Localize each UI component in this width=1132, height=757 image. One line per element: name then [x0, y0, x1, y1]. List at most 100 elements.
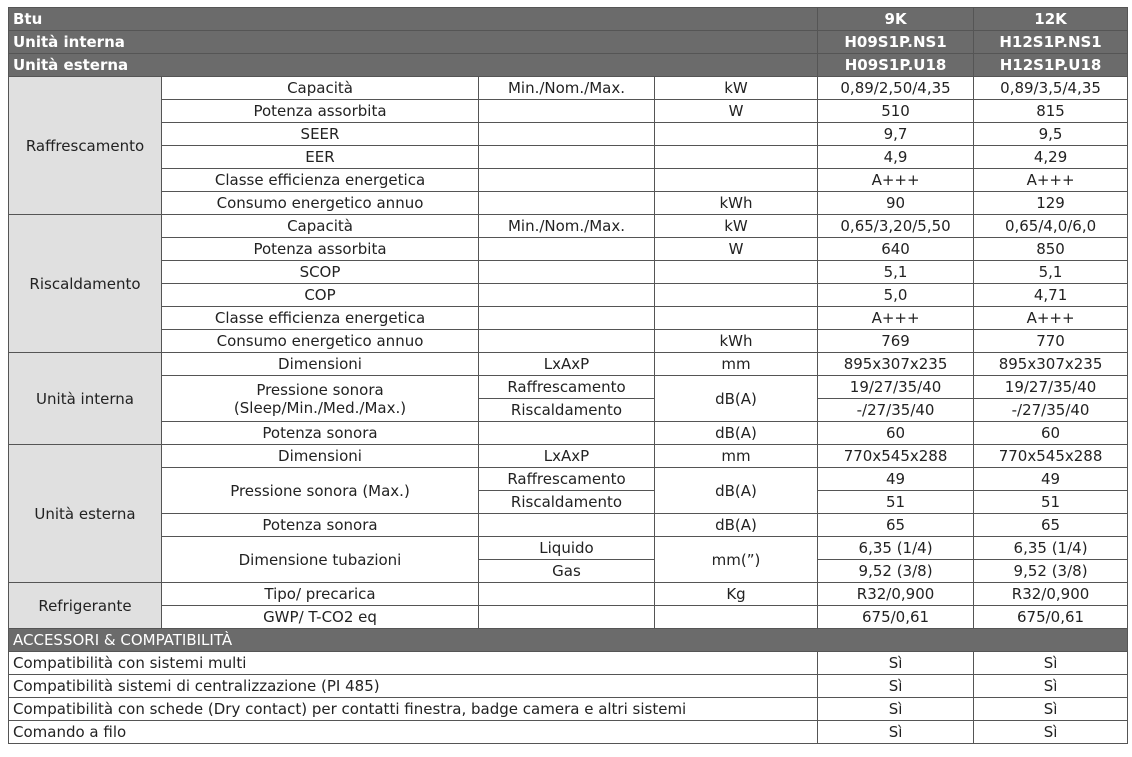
value-9k: A+++: [817, 168, 975, 192]
accessory-label: Comando a filo: [7, 720, 819, 744]
value-9k: -/27/35/40: [817, 398, 975, 422]
empty-cell: [653, 168, 819, 192]
spec-name-line: Pressione sonora (Max.): [230, 481, 410, 500]
spec-sub: Min./Nom./Max.: [478, 76, 655, 100]
group-label: Unità interna: [8, 352, 162, 445]
accessory-label: Compatibilità con schede (Dry contact) p…: [7, 697, 819, 721]
table-row: Classe efficienza energetica A+++ A+++: [9, 168, 1129, 192]
value-12k: 65: [973, 513, 1129, 537]
value-12k: 0,89/3,5/4,35: [973, 76, 1129, 100]
group-label: Raffrescamento: [8, 76, 162, 215]
spec-name: SCOP: [161, 260, 479, 284]
accessory-label: Compatibilità con sistemi multi: [7, 651, 819, 675]
spec-unit: dB(A): [653, 375, 819, 422]
header-value-12k: H12S1P.U18: [973, 53, 1129, 77]
spec-sub: Gas: [478, 559, 655, 583]
spec-name: Capacità: [161, 214, 479, 238]
value-12k: -/27/35/40: [973, 398, 1129, 422]
spec-sub: Raffrescamento: [478, 467, 655, 491]
value-12k: 770: [973, 329, 1129, 353]
spec-name: Dimensioni: [161, 444, 479, 468]
value-9k: Sì: [817, 697, 975, 721]
spec-name: Dimensioni: [161, 352, 479, 376]
spec-unit: mm: [653, 352, 819, 376]
value-12k: R32/0,900: [973, 582, 1129, 606]
spec-name: Pressione sonora (Max.): [161, 467, 479, 514]
value-12k: 4,71: [973, 283, 1129, 307]
spec-unit: Kg: [653, 582, 819, 606]
table-row: Comando a filo Sì Sì: [7, 720, 1129, 744]
table-row: Gas 9,52 (3/8) 9,52 (3/8): [9, 559, 1129, 583]
spec-name: Potenza sonora: [161, 421, 479, 445]
header-value-12k: H12S1P.NS1: [973, 30, 1129, 54]
empty-cell: [478, 283, 655, 307]
spec-sub: LxAxP: [478, 352, 655, 376]
value-12k: 4,29: [973, 145, 1129, 169]
empty-cell: [478, 237, 655, 261]
value-9k: Sì: [817, 720, 975, 744]
spec-name: Tipo/ precarica: [161, 582, 479, 606]
value-9k: 510: [817, 99, 975, 123]
spec-name: Capacità: [161, 76, 479, 100]
empty-cell: [653, 145, 819, 169]
value-12k: A+++: [973, 306, 1129, 330]
value-9k: 0,65/3,20/5,50: [817, 214, 975, 238]
spec-unit: mm: [653, 444, 819, 468]
value-12k: 129: [973, 191, 1129, 215]
value-12k: Sì: [973, 651, 1129, 675]
value-9k: 49: [817, 467, 975, 491]
table-row: Dimensione tubazioni Liquido mm(”) 6,35 (1/…: [9, 536, 1129, 583]
table-row: Potenza sonora dB(A) 65 65: [9, 513, 1129, 537]
empty-cell: [478, 191, 655, 215]
table-row: Consumo energetico annuo kWh 769 770: [9, 329, 1129, 353]
value-9k: 6,35 (1/4): [817, 536, 975, 560]
empty-cell: [478, 260, 655, 284]
group-label: Unità esterna: [8, 444, 162, 583]
table-row: Riscaldamento Capacità Min./Nom./Max. kW 0,6…: [8, 214, 1129, 353]
empty-cell: [478, 306, 655, 330]
table-row: Consumo energetico annuo kWh 90 129: [9, 191, 1129, 215]
table-row: Unità interna Dimensioni LxAxP mm 895x307x23…: [8, 352, 1129, 445]
table-row: Unità esterna H09S1P.U18 H12S1P.U18: [7, 53, 1129, 77]
header-value-12k: 12K: [973, 7, 1129, 31]
spec-name: COP: [161, 283, 479, 307]
empty-cell: [478, 145, 655, 169]
spec-unit: dB(A): [653, 421, 819, 445]
spec-name: GWP/ T-CO2 eq: [161, 605, 479, 629]
spec-sub: Riscaldamento: [478, 398, 655, 422]
value-9k: 895x307x235: [817, 352, 975, 376]
value-12k: 0,65/4,0/6,0: [973, 214, 1129, 238]
header-value-9k: H09S1P.NS1: [817, 30, 975, 54]
table-row: Compatibilità con sistemi multi Sì Sì: [7, 651, 1129, 675]
spec-name: SEER: [161, 122, 479, 146]
spec-name: EER: [161, 145, 479, 169]
empty-cell: [478, 421, 655, 445]
value-9k: 19/27/35/40: [817, 375, 975, 399]
spec-table: Btu 9K 12K Unità interna H09S1P.NS1 H12S1P.NS…: [7, 7, 1129, 744]
table-row: COP 5,0 4,71: [9, 283, 1129, 307]
table-row: Pressione sonora (Sleep/Min./Med./Max.) Ra…: [9, 375, 1129, 422]
empty-cell: [478, 582, 655, 606]
value-12k: 770x545x288: [973, 444, 1129, 468]
value-12k: 675/0,61: [973, 605, 1129, 629]
value-9k: 9,7: [817, 122, 975, 146]
table-row: Btu 9K 12K: [7, 7, 1129, 31]
spec-unit: kW: [653, 76, 819, 100]
value-12k: 5,1: [973, 260, 1129, 284]
value-12k: A+++: [973, 168, 1129, 192]
value-12k: 51: [973, 490, 1129, 514]
empty-cell: [653, 306, 819, 330]
spec-unit: kW: [653, 214, 819, 238]
value-12k: 850: [973, 237, 1129, 261]
spec-sub: Liquido: [478, 536, 655, 560]
spec-unit: kWh: [653, 191, 819, 215]
table-row: Raffrescamento Capacità Min./Nom./Max. kW 0,…: [8, 76, 1129, 215]
header-label: Btu: [7, 7, 819, 31]
group-label: Refrigerante: [8, 582, 162, 629]
table-row: Potenza assorbita W 510 815: [9, 99, 1129, 123]
spec-name: Potenza assorbita: [161, 99, 479, 123]
value-12k: Sì: [973, 674, 1129, 698]
spec-name: Consumo energetico annuo: [161, 191, 479, 215]
value-9k: A+++: [817, 306, 975, 330]
